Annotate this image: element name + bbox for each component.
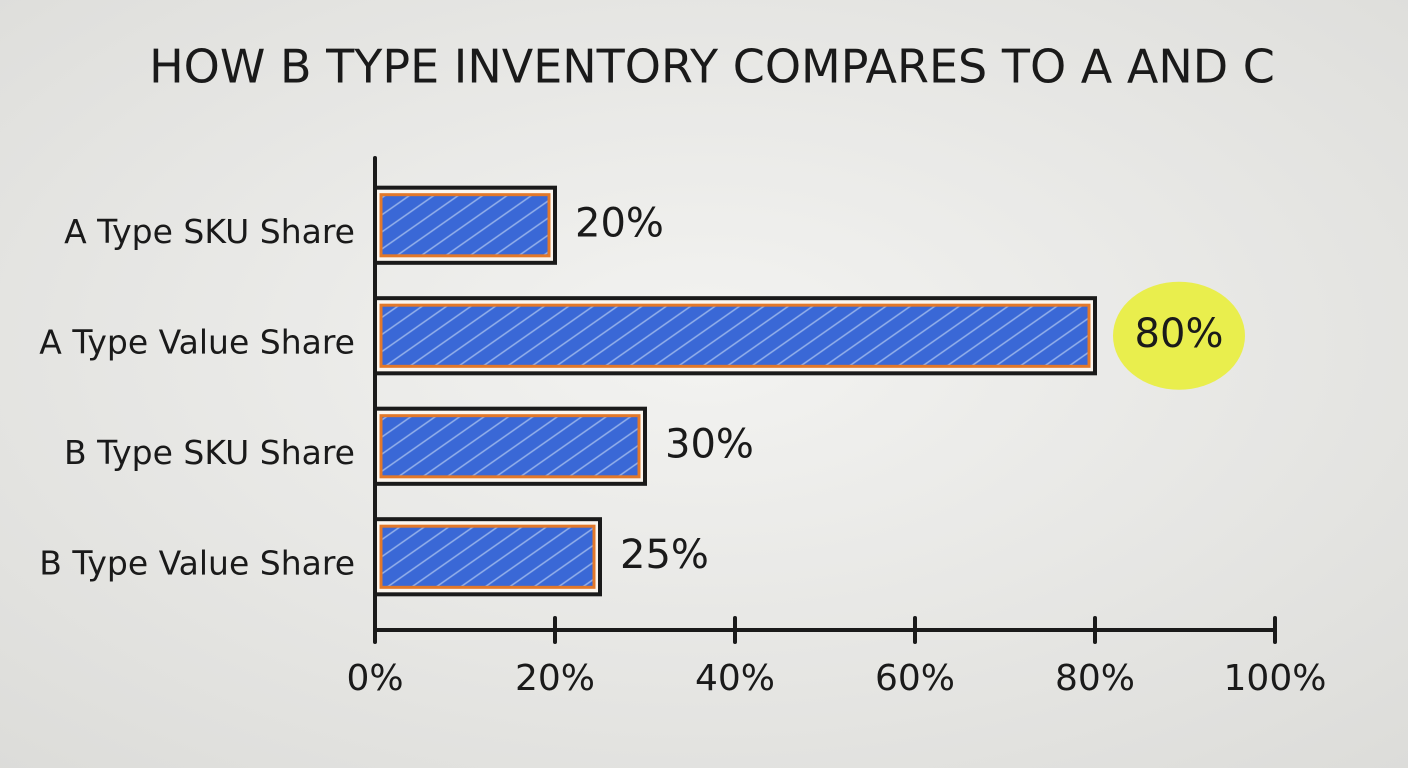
y-tick-label: B Type Value Share [39,543,355,582]
bar-fill [379,193,551,258]
x-tick-label: 40% [695,658,775,699]
value-highlight [1113,281,1245,390]
y-tick-label: A Type SKU Share [64,212,355,251]
x-tick-label: 0% [346,658,403,699]
value-label: 30% [665,421,754,467]
chart-title: HOW B TYPE INVENTORY COMPARES TO A AND C [149,40,1275,94]
y-tick-label: B Type SKU Share [64,433,355,472]
y-tick-label: A Type Value Share [39,322,355,361]
bar-fill [379,524,596,589]
x-tick-label: 60% [875,658,955,699]
value-label: 25% [620,532,709,578]
value-label: 80% [1135,311,1224,357]
bar-fill [379,303,1091,368]
x-tick-label: 100% [1224,658,1327,699]
x-tick-label: 80% [1055,658,1135,699]
value-label: 20% [575,200,664,246]
x-tick-label: 20% [515,658,595,699]
bar-fill [379,414,641,479]
